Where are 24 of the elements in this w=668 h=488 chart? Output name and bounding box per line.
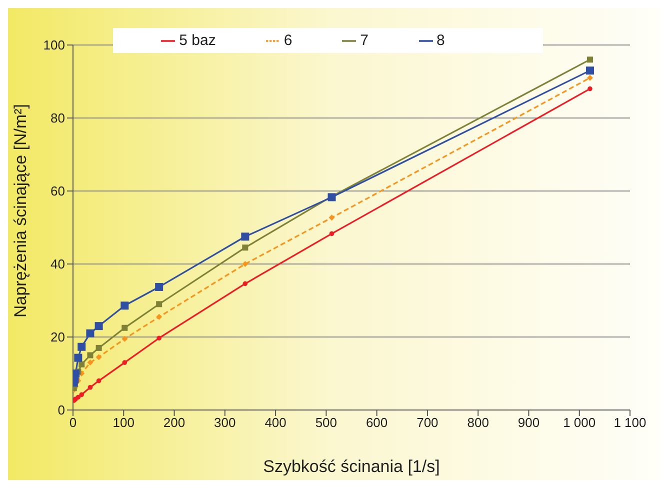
y-axis-title: Naprężenia ścinające [N/m²] <box>11 104 30 318</box>
x-tick-label: 0 <box>69 415 77 430</box>
x-tick-label: 400 <box>264 415 286 430</box>
y-tick-label: 100 <box>43 38 65 53</box>
x-tick-label: 500 <box>315 415 338 430</box>
y-tick-label: 40 <box>50 256 65 272</box>
x-tick-label: 900 <box>518 415 540 430</box>
y-tick-label: 0 <box>58 402 65 418</box>
legend-label: 5 baz <box>179 32 216 49</box>
x-tick-label: 800 <box>467 415 489 430</box>
x-tick-label: 600 <box>366 415 388 430</box>
y-tick-label: 80 <box>50 110 65 126</box>
legend-label: 7 <box>360 32 369 49</box>
x-tick-label: 1 100 <box>614 415 646 430</box>
x-axis-title: Szybkość ścinania [1/s] <box>263 457 440 476</box>
x-tick-label: 700 <box>416 415 438 430</box>
legend-label: 6 <box>284 32 292 49</box>
legend-label: 8 <box>436 32 445 49</box>
x-tick-label: 1 000 <box>563 415 596 430</box>
x-tick-label: 300 <box>214 415 236 430</box>
y-tick-label: 60 <box>50 184 65 199</box>
y-tick-label: 20 <box>50 330 65 345</box>
x-tick-label: 200 <box>163 415 186 430</box>
x-tick-label: 100 <box>112 415 134 430</box>
